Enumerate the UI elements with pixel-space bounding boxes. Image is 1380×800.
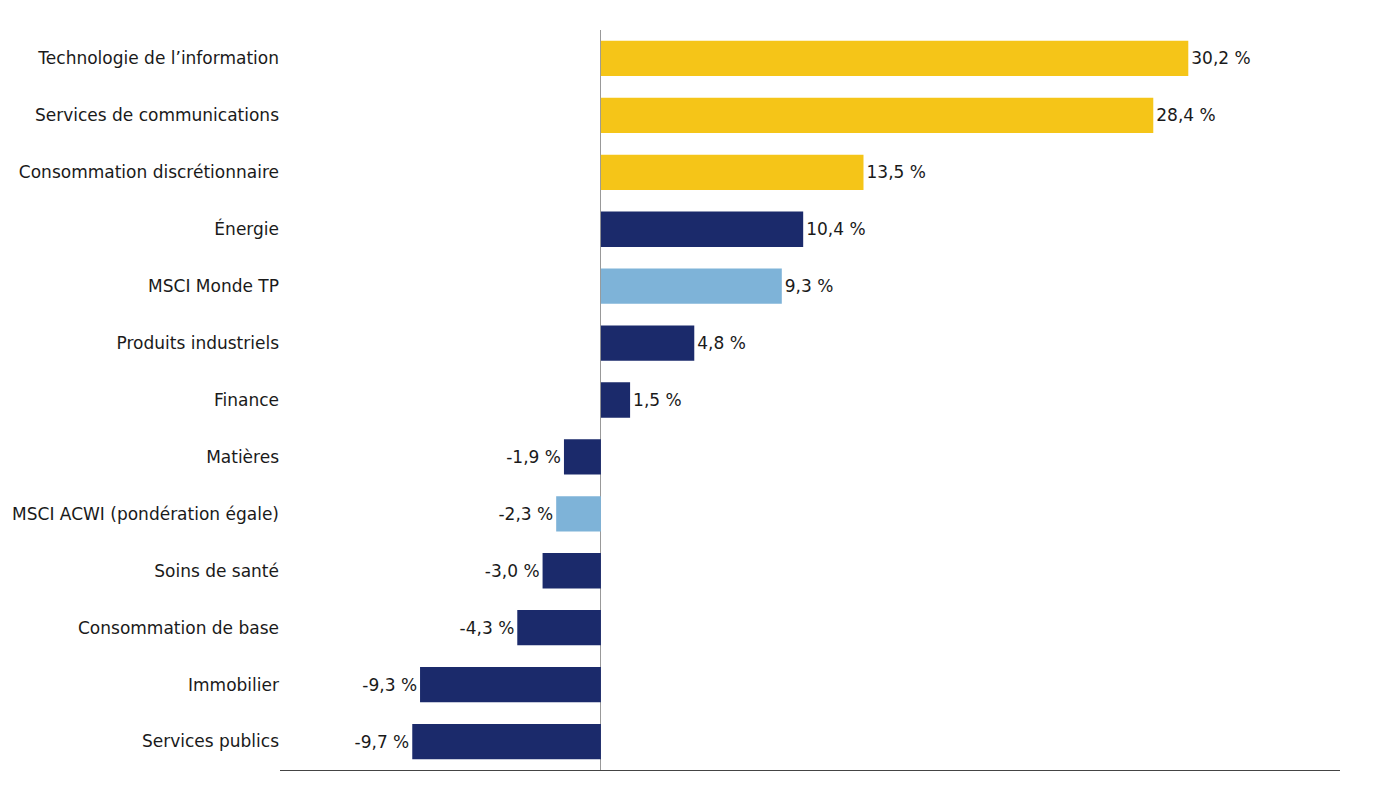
- svg-text:10,4 %: 10,4 %: [806, 219, 865, 239]
- svg-text:MSCI Monde TP: MSCI Monde TP: [148, 276, 279, 296]
- svg-text:1,5 %: 1,5 %: [633, 390, 682, 410]
- svg-text:Soins de santé: Soins de santé: [154, 561, 279, 581]
- svg-text:-2,3 %: -2,3 %: [498, 504, 553, 524]
- svg-text:Technologie de l’information: Technologie de l’information: [37, 48, 279, 68]
- svg-text:13,5 %: 13,5 %: [866, 162, 925, 182]
- svg-text:Finance: Finance: [214, 390, 279, 410]
- svg-text:-3,0 %: -3,0 %: [485, 561, 540, 581]
- svg-text:9,3 %: 9,3 %: [785, 276, 834, 296]
- svg-text:Matières: Matières: [206, 447, 279, 467]
- svg-text:-9,7 %: -9,7 %: [355, 732, 410, 752]
- svg-text:MSCI ACWI (pondération égale): MSCI ACWI (pondération égale): [12, 504, 279, 524]
- svg-text:Consommation discrétionnaire: Consommation discrétionnaire: [19, 162, 279, 182]
- svg-text:30,2 %: 30,2 %: [1191, 48, 1250, 68]
- svg-text:Services de communications: Services de communications: [35, 105, 279, 125]
- svg-text:Immobilier: Immobilier: [188, 675, 279, 695]
- svg-text:-9,3 %: -9,3 %: [362, 675, 417, 695]
- svg-text:-1,9 %: -1,9 %: [506, 447, 561, 467]
- svg-text:Consommation de base: Consommation de base: [78, 618, 279, 638]
- svg-text:Services publics: Services publics: [142, 731, 279, 751]
- svg-text:-4,3 %: -4,3 %: [460, 618, 515, 638]
- svg-text:4,8 %: 4,8 %: [697, 333, 746, 353]
- svg-text:28,4 %: 28,4 %: [1156, 105, 1215, 125]
- svg-text:Énergie: Énergie: [214, 218, 279, 239]
- svg-text:Produits industriels: Produits industriels: [116, 333, 279, 353]
